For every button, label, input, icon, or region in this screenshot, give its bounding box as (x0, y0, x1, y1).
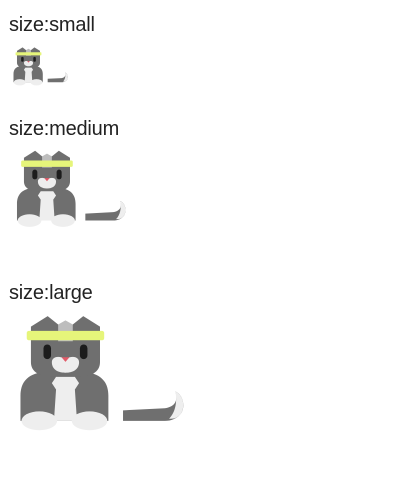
cat-with-headband-icon (13, 47, 68, 86)
size-large-label: size:large (9, 282, 93, 304)
size-medium-label: size:medium (9, 118, 120, 140)
cat-with-headband-icon (16, 150, 126, 227)
cat-with-headband-icon (20, 316, 184, 431)
size-small-label: size:small (9, 14, 95, 36)
